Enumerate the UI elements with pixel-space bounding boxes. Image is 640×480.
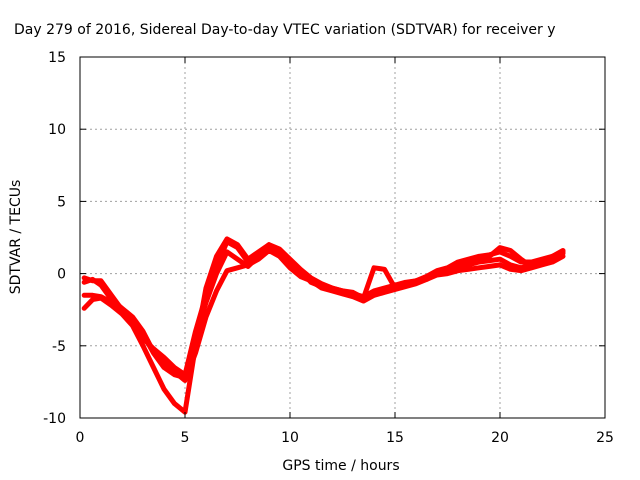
y-tick-label: 15 xyxy=(48,50,66,66)
data-series xyxy=(81,236,566,415)
chart-title: Day 279 of 2016, Sidereal Day-to-day VTE… xyxy=(14,22,556,38)
x-tick-label: 10 xyxy=(281,430,299,446)
x-tick-label: 20 xyxy=(491,430,509,446)
series-line-3 xyxy=(81,236,566,415)
y-tick-label: -10 xyxy=(43,411,66,427)
x-tick-label: 25 xyxy=(596,430,614,446)
axis-tick-labels: 0 5 10 15 20 25 -10 -5 0 5 10 15 xyxy=(43,50,614,446)
y-tick-label: -5 xyxy=(52,339,66,355)
axis-ticks xyxy=(79,56,606,419)
x-tick-label: 0 xyxy=(76,430,85,446)
x-tick-label: 5 xyxy=(181,430,190,446)
grid-lines xyxy=(80,57,605,418)
x-axis-label: GPS time / hours xyxy=(282,458,399,474)
y-axis-label: SDTVAR / TECUs xyxy=(8,180,24,295)
y-tick-label: 5 xyxy=(57,194,66,210)
x-tick-label: 15 xyxy=(386,430,404,446)
y-tick-label: 0 xyxy=(57,267,66,283)
y-tick-label: 10 xyxy=(48,122,66,138)
plot-frame xyxy=(79,56,606,419)
series-line-4 xyxy=(81,248,566,383)
